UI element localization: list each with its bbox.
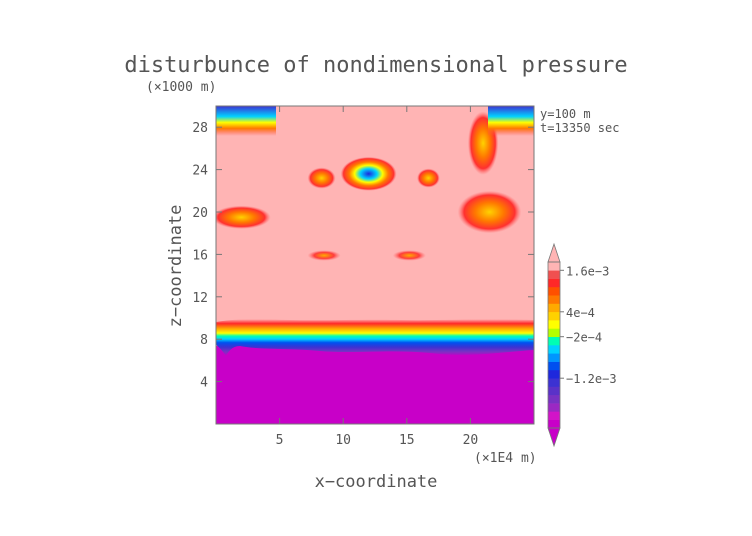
- colorbar-segment-13: [548, 311, 560, 321]
- y-tick-label-1: 8: [200, 333, 208, 348]
- y-axis-label: z−coordinate: [166, 205, 186, 328]
- feature-blob-4: [392, 250, 426, 261]
- colorbar-frame: [547, 261, 561, 429]
- plot-frame: [215, 105, 535, 425]
- colorbar-segment-2: [548, 403, 560, 412]
- top-right-edge-region: [488, 106, 534, 136]
- x-tick-label-3: 20: [463, 433, 479, 448]
- transition-band: [216, 319, 534, 356]
- y-tick-label-3: 16: [192, 248, 208, 263]
- colorbar-bottom-arrow: [547, 427, 561, 448]
- colorbar-segment-18: [548, 270, 560, 279]
- heatmap-plot: [216, 106, 534, 424]
- feature-blob-1: [307, 167, 336, 189]
- colorbar-segment-15: [548, 295, 560, 304]
- colorbar-segment-19: [548, 262, 560, 271]
- feature-blob-3: [307, 250, 341, 261]
- colorbar-segment-10: [548, 336, 560, 346]
- colorbar-label-0: 1.6e−3: [566, 264, 609, 278]
- colorbar-segment-5: [548, 378, 560, 387]
- feature-blob-2: [416, 168, 440, 188]
- feature-blob-5: [216, 205, 271, 229]
- y-tick-label-0: 4: [200, 376, 208, 391]
- x-axis-label: x−coordinate: [315, 472, 438, 492]
- colorbar-segment-9: [548, 345, 560, 354]
- feature-blob-0: [340, 156, 397, 191]
- colorbar-labels: 1.6e−3 4e−4 −2e−4 −1.2e−3: [560, 264, 617, 386]
- y-axis: 4 8 12 16 20 24 28: [192, 121, 534, 391]
- colorbar-segment-16: [548, 286, 560, 296]
- chart-title: disturbunce of nondimensional pressure: [124, 53, 627, 78]
- colorbar-segment-7: [548, 361, 560, 371]
- feature-blob-6: [457, 190, 522, 234]
- x-tick-label-2: 15: [399, 433, 415, 448]
- colorbar-label-1: 4e−4: [566, 306, 595, 320]
- colorbar-segment-0: [548, 419, 560, 429]
- colorbar-segment-11: [548, 328, 560, 337]
- x-tick-label-1: 10: [335, 433, 351, 448]
- colorbar-label-3: −1.2e−3: [566, 372, 617, 386]
- colorbar: [547, 242, 561, 448]
- colorbar-segment-17: [548, 278, 560, 288]
- x-axis: 5 10 15 20: [276, 106, 479, 448]
- colorbar-segment-6: [548, 369, 560, 379]
- feature-layer: [216, 111, 522, 261]
- colorbar-top-arrow: [547, 242, 561, 263]
- colorbar-segment-8: [548, 353, 560, 362]
- x-tick-label-0: 5: [276, 433, 284, 448]
- y-tick-label-2: 12: [192, 291, 208, 306]
- colorbar-segment-1: [548, 411, 560, 420]
- lower-layer-field: [216, 346, 534, 424]
- y-tick-label-4: 20: [192, 206, 208, 221]
- x-unit-label: (×1E4 m): [474, 451, 537, 466]
- colorbar-segment-14: [548, 303, 560, 313]
- annotation-t: t=13350 sec: [540, 121, 619, 135]
- y-unit-label: (×1000 m): [146, 80, 216, 95]
- colorbar-label-2: −2e−4: [566, 331, 602, 345]
- colorbar-segment-3: [548, 394, 560, 404]
- y-tick-label-6: 28: [192, 121, 208, 136]
- colorbar-segment-4: [548, 386, 560, 396]
- annotation-y: y=100 m: [540, 107, 591, 121]
- top-left-edge-region: [216, 106, 276, 136]
- y-tick-label-5: 24: [192, 164, 208, 179]
- colorbar-segment-12: [548, 320, 560, 329]
